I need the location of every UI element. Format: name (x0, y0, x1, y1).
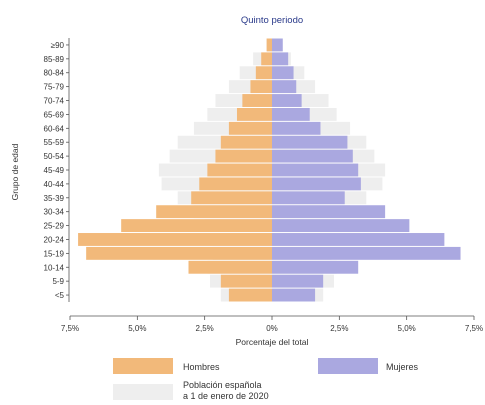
x-axis: 7,5% 5,0% 2,5% 0% 2,5% 5,0% 7,5% (61, 315, 483, 333)
y-tick-label: 50-54 (44, 152, 65, 161)
y-tick-label: 35-39 (44, 194, 65, 203)
y-tick-label: 10-14 (44, 263, 65, 272)
mujeres-bar (272, 163, 359, 177)
hombres-bar (266, 38, 272, 52)
mujeres-bar (272, 121, 321, 135)
y-tick-label: 70-74 (44, 97, 65, 106)
legend-label-mujeres: Mujeres (386, 362, 419, 372)
mujeres-bar (272, 233, 445, 246)
hombres-bar (220, 135, 272, 149)
y-tick-label: 20-24 (44, 235, 65, 244)
x-axis-title: Porcentaje del total (236, 337, 309, 347)
mujeres-bar (272, 274, 324, 288)
hombres-bar (228, 288, 272, 302)
mujeres-bar (272, 149, 353, 163)
legend-label-poblacion: a 1 de enero de 2020 (183, 391, 269, 401)
hombres-bar (207, 163, 272, 177)
hombres-bar (242, 94, 272, 107)
hombres-bar (261, 52, 272, 66)
mujeres-bar (272, 260, 359, 274)
y-tick-label: 65-69 (44, 110, 65, 119)
y-tick-label: 80-84 (44, 69, 65, 78)
y-tick-label: 30-34 (44, 208, 65, 217)
mujeres-bar (272, 80, 297, 94)
mujeres-bar (272, 288, 316, 302)
hombres-bar (86, 246, 272, 260)
y-tick-label: 60-64 (44, 124, 65, 133)
x-tick-label: 7,5% (465, 324, 483, 333)
y-tick-label: ≥90 (51, 41, 65, 50)
legend-label-hombres: Hombres (183, 362, 220, 372)
x-tick-label: 5,0% (128, 324, 146, 333)
y-tick-label: 55-59 (44, 138, 65, 147)
legend-swatch-poblacion (113, 384, 173, 400)
x-tick-label: 0% (266, 324, 278, 333)
hombres-bar (250, 80, 272, 94)
mujeres-bar (272, 107, 310, 121)
mujeres-bar (272, 135, 348, 149)
mujeres-bar (272, 219, 410, 233)
y-tick-label: 15-19 (44, 249, 65, 258)
y-tick-label: 40-44 (44, 180, 65, 189)
hombres-bar (121, 219, 272, 233)
y-tick-label: 45-49 (44, 166, 65, 175)
mujeres-bar (272, 246, 461, 260)
x-tick-label: 2,5% (330, 324, 348, 333)
hombres-bar (215, 149, 272, 163)
y-axis-title: Grupo de edad (10, 143, 20, 200)
series-bars (78, 38, 461, 302)
mujeres-bar (272, 94, 302, 107)
x-tick-label: 7,5% (61, 324, 79, 333)
hombres-bar (78, 233, 272, 246)
hombres-bar (220, 274, 272, 288)
hombres-bar (228, 121, 272, 135)
y-tick-label: 5-9 (52, 277, 64, 286)
hombres-bar (236, 107, 272, 121)
hombres-bar (199, 177, 272, 191)
hombres-bar (191, 191, 272, 205)
mujeres-bar (272, 177, 361, 191)
mujeres-bar (272, 38, 283, 52)
legend-swatch-mujeres (318, 358, 378, 374)
y-tick-label: 85-89 (44, 55, 65, 64)
y-tick-label: 75-79 (44, 83, 65, 92)
y-tick-label: 25-29 (44, 222, 65, 231)
x-tick-label: 2,5% (196, 324, 214, 333)
hombres-bar (156, 205, 272, 219)
mujeres-bar (272, 52, 289, 66)
mujeres-bar (272, 205, 386, 219)
y-tick-label: <5 (55, 291, 65, 300)
legend-swatch-hombres (113, 358, 173, 374)
legend-label-poblacion: Población española (183, 380, 262, 390)
x-tick-label: 5,0% (398, 324, 416, 333)
hombres-bar (188, 260, 272, 274)
hombres-bar (255, 66, 272, 80)
mujeres-bar (272, 191, 345, 205)
mujeres-bar (272, 66, 294, 80)
y-axis: <5 5-9 10-14 15-19 20-24 25-29 30-34 35-39 40-44… (44, 38, 70, 302)
chart-title: Quinto periodo (241, 15, 303, 26)
